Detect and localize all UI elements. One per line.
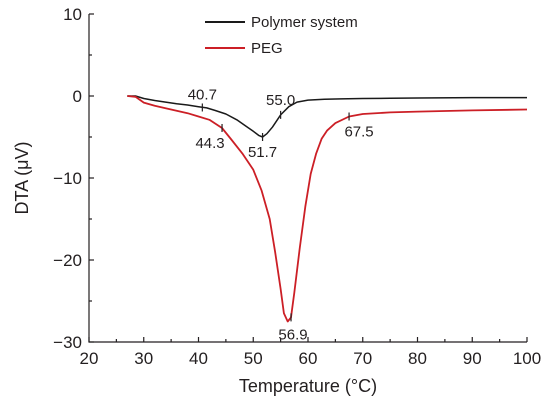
x-tick-label: 40 (189, 349, 208, 368)
y-tick-label: −30 (53, 333, 82, 352)
legend: Polymer system PEG (205, 14, 358, 57)
x-tick-label: 80 (408, 349, 427, 368)
axis-frame (88, 14, 527, 343)
x-tick-label: 90 (463, 349, 482, 368)
legend-label-polymer-system: Polymer system (251, 14, 358, 31)
y-tick-label: 0 (73, 87, 82, 106)
y-axis-title: DTA (μV) (12, 141, 32, 214)
x-ticks: 20 30 40 50 60 70 80 90 100 (80, 337, 541, 368)
series-line-peg (127, 95, 528, 323)
series-layer (127, 95, 528, 323)
annotation-label: 55.0 (266, 92, 295, 109)
x-tick-label: 50 (244, 349, 263, 368)
y-tick-label: −20 (53, 251, 82, 270)
annotation-label: 40.7 (188, 86, 217, 103)
x-tick-label: 100 (513, 349, 541, 368)
annotation-label: 67.5 (344, 124, 373, 141)
annotation-label: 44.3 (195, 135, 224, 152)
annotation-label: 51.7 (248, 144, 277, 161)
x-axis-title: Temperature (°C) (239, 376, 377, 396)
annotation-layer: 40.7 55.0 51.7 44.3 67.5 56.9 (188, 86, 374, 343)
x-tick-label: 70 (353, 349, 372, 368)
axes (88, 14, 527, 343)
legend-label-peg: PEG (251, 40, 283, 57)
y-tick-label: −10 (53, 169, 82, 188)
annotation-label: 56.9 (278, 326, 307, 343)
y-tick-label: 10 (63, 5, 82, 24)
series-line-polymer-system (127, 95, 527, 138)
x-tick-label: 60 (299, 349, 318, 368)
x-tick-label: 20 (80, 349, 99, 368)
y-ticks: 10 0 −10 −20 −30 (53, 5, 94, 352)
x-tick-label: 30 (134, 349, 153, 368)
